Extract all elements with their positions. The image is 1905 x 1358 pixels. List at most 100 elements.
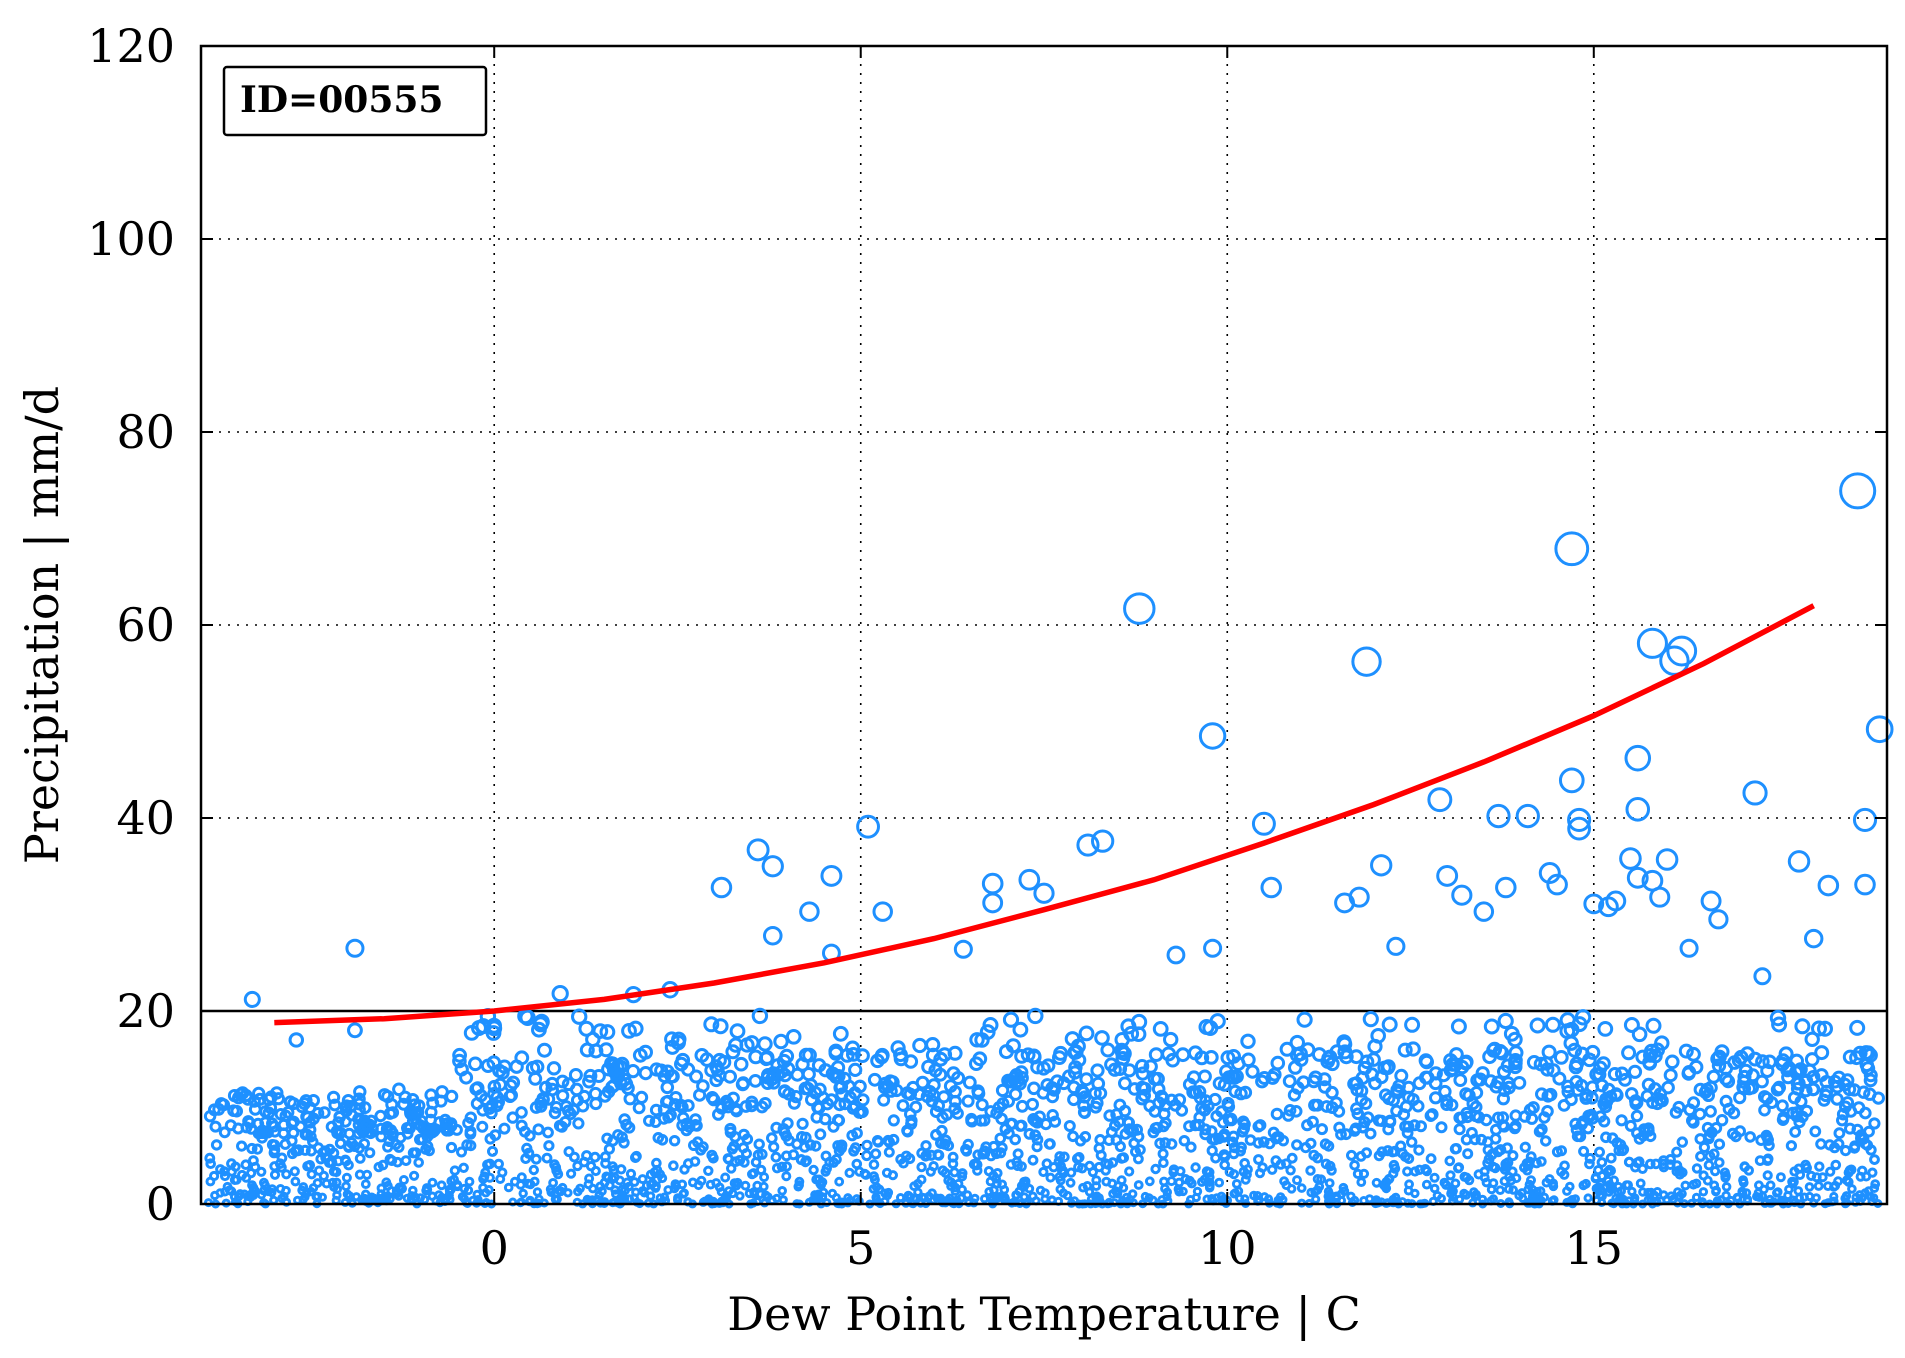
scatter-point xyxy=(622,1177,633,1188)
scatter-point xyxy=(946,1066,961,1081)
scatter-point xyxy=(1320,1158,1332,1170)
scatter-point xyxy=(1585,1108,1598,1122)
scatter-point xyxy=(1585,1044,1601,1060)
scatter-point xyxy=(936,1193,946,1203)
scatter-point xyxy=(484,1185,494,1195)
scatter-point xyxy=(293,1195,303,1205)
scatter-point xyxy=(1787,850,1811,873)
scatter-point xyxy=(1429,1091,1443,1105)
scatter-point xyxy=(1305,1137,1317,1150)
scatter-point xyxy=(1254,1119,1267,1132)
scatter-point xyxy=(785,1029,802,1045)
scatter-point xyxy=(1666,635,1698,667)
scatter-point xyxy=(739,1157,750,1168)
scatter-point xyxy=(1462,1148,1474,1160)
scatter-point xyxy=(1757,1191,1768,1201)
scatter-point xyxy=(1483,1018,1500,1035)
scatter-point xyxy=(1144,1176,1155,1187)
scatter-point xyxy=(1150,1071,1165,1086)
scatter-point xyxy=(351,1192,361,1202)
scatter-point xyxy=(1186,1070,1201,1085)
scatter-point xyxy=(1133,1153,1144,1165)
scatter-point xyxy=(1224,1069,1239,1084)
scatter-point xyxy=(1019,1192,1029,1202)
scatter-point xyxy=(585,1031,601,1048)
scatter-point xyxy=(1397,1042,1413,1058)
scatter-point xyxy=(820,1166,831,1177)
scatter-point xyxy=(936,1111,949,1124)
scatter-point xyxy=(1382,1091,1396,1106)
scatter-point xyxy=(1228,1169,1240,1180)
scatter-point xyxy=(426,1126,439,1139)
scatter-point xyxy=(493,1158,505,1170)
scatter-point xyxy=(1599,1092,1613,1106)
fit-curve-group xyxy=(274,603,1815,1026)
scatter-point xyxy=(1235,1145,1246,1157)
scatter-point xyxy=(1076,833,1100,857)
scatter-point xyxy=(1376,1146,1388,1158)
scatter-point xyxy=(810,1140,822,1152)
scatter-point xyxy=(487,1145,498,1157)
scatter-point xyxy=(1166,1176,1177,1187)
y-tick-label: 0 xyxy=(146,1177,175,1231)
scatter-point xyxy=(328,1098,342,1112)
scatter-point xyxy=(671,1031,687,1048)
scatter-point xyxy=(1623,1017,1640,1033)
scatter-point xyxy=(1326,1165,1337,1176)
scatter-point xyxy=(1114,1042,1130,1058)
scatter-point xyxy=(878,1080,892,1095)
scatter-point xyxy=(1045,1172,1056,1183)
scatter-point xyxy=(204,1198,213,1208)
scatter-point xyxy=(1008,1070,1023,1085)
scatter-point xyxy=(607,1135,619,1147)
scatter-point xyxy=(1645,1017,1662,1034)
scatter-point xyxy=(1813,1181,1824,1191)
scatter-point xyxy=(381,1121,394,1133)
scatter-point xyxy=(1411,1099,1425,1113)
scatter-point xyxy=(1023,1128,1036,1140)
scatter-point xyxy=(676,1119,689,1132)
scatter-point xyxy=(673,1193,683,1203)
scatter-point xyxy=(739,1037,755,1053)
scatter-point xyxy=(1413,1144,1425,1156)
scatter-point xyxy=(928,1161,939,1172)
scatter-point xyxy=(1209,1013,1226,1030)
scatter-point xyxy=(1175,1166,1186,1177)
scatter-point xyxy=(796,1154,807,1166)
scatter-point xyxy=(1237,1115,1250,1128)
scatter-point xyxy=(555,1120,568,1133)
scatter-point xyxy=(1630,1109,1644,1123)
scatter-point xyxy=(1683,1103,1697,1117)
scatter-point xyxy=(1839,472,1877,510)
scatter-point xyxy=(1803,928,1824,949)
scatter-point xyxy=(1292,1046,1308,1062)
scatter-point xyxy=(1592,1067,1607,1082)
scatter-point xyxy=(1364,1127,1377,1140)
scatter-point xyxy=(492,1063,507,1079)
scatter-point xyxy=(781,1171,792,1182)
scatter-point xyxy=(1123,592,1156,625)
scatter-point xyxy=(1762,1134,1774,1146)
scatter-point xyxy=(1703,1159,1715,1171)
scatter-point xyxy=(458,1162,469,1174)
scatter-point xyxy=(390,1138,402,1151)
scatter-point xyxy=(1579,1091,1593,1105)
scatter-point xyxy=(1100,1042,1116,1058)
x-tick-label: 5 xyxy=(846,1221,875,1275)
scatter-point xyxy=(1597,1021,1614,1037)
scatter-point xyxy=(997,1179,1007,1190)
scatter-point xyxy=(424,1113,437,1127)
scatter-point xyxy=(266,1117,279,1130)
scatter-point xyxy=(588,1183,598,1194)
scatter-point xyxy=(995,1147,1007,1159)
scatter-point xyxy=(1825,1166,1836,1177)
scatter-point xyxy=(1394,1068,1409,1083)
scatter-point xyxy=(1324,1178,1335,1188)
scatter-point xyxy=(426,1096,440,1110)
scatter-point xyxy=(1357,1121,1370,1134)
scatter-point xyxy=(1600,1131,1612,1144)
scatter-point xyxy=(609,1066,624,1081)
scatter-point xyxy=(1221,1096,1235,1110)
scatter-point xyxy=(409,1170,420,1181)
scatter-point xyxy=(1753,967,1772,986)
